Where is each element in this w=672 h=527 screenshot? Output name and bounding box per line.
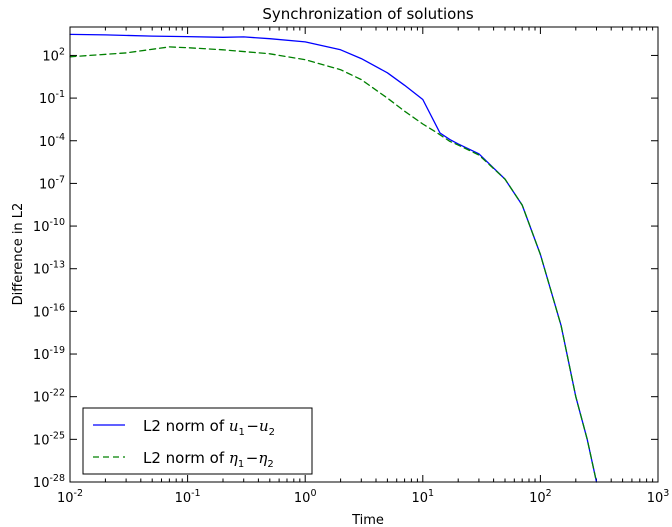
series-2-point [539,254,541,256]
series-2-point [521,204,523,206]
series-1-point [422,99,424,101]
y-tick-label: 10-28 [33,473,65,491]
series-2-point [586,438,588,440]
plot-area: 10-2 10-1 100 101 102 103 102 10-1 10-4 10-7 10-10… [33,27,669,506]
y-tick-label: 10-4 [39,132,65,150]
chart-title: Synchronization of solutions [262,5,474,23]
series-2-point [449,140,451,142]
series-1-point [360,58,362,60]
series-2-point [125,52,127,54]
series-2-point [168,46,170,48]
series-2-point [269,53,271,55]
series-2-point [386,97,388,99]
y-tick-label: 10-10 [33,217,65,235]
series-line-1 [69,33,598,483]
x-tick-label: 10-1 [175,488,201,506]
y-tick-label: 102 [42,46,65,64]
x-tick-label: 101 [412,488,435,506]
legend-box [82,407,313,475]
series-1-point [243,36,245,38]
series-2-point [478,154,480,156]
series-1-point [304,41,306,43]
x-tick-label: 103 [647,488,670,506]
y-tick-label: 10-22 [33,388,65,406]
x-tick-label: 10-2 [57,488,83,506]
y-axis-label: Difference in L2 [11,203,26,306]
y-tick-label: 10-13 [33,260,65,278]
series-1-point [151,35,153,37]
series-2-point [340,69,342,71]
series-1-point [269,38,271,40]
series-1-point [187,36,189,38]
series-2-point [404,110,406,112]
series-2-point [422,123,424,125]
series-1-point [104,34,106,36]
series-2-point [304,59,306,61]
series-1-point [404,84,406,86]
series-2-point [457,144,459,146]
series-2-point [222,49,224,51]
y-tick-label: 10-16 [33,302,65,320]
legend-label-1: L2 norm of u1 −u2 [143,417,277,438]
series-1-point [340,49,342,51]
series-2-point [187,47,189,49]
plot-frame [69,26,659,483]
x-tick-label: 102 [529,488,552,506]
x-axis-label: Time [351,513,384,527]
series-1-point [386,72,388,74]
series-2-point [504,178,506,180]
legend-label-2: L2 norm of η1 −η2 [143,449,275,470]
series-2-point [575,396,577,398]
y-tick-label: 10-7 [39,174,65,192]
series-2-point [560,325,562,327]
series-2-point [435,131,437,133]
series-line-2 [69,46,598,483]
y-tick-label: 10-19 [33,345,65,363]
y-tick-label: 10-1 [39,89,65,107]
legend: L2 norm of u1 −u2 L2 norm of η1 −η2 [82,407,313,475]
y-tick-label: 10-25 [33,430,65,448]
series-2-point [360,79,362,81]
series-1-point [222,36,224,38]
x-tick-label: 100 [294,488,317,506]
